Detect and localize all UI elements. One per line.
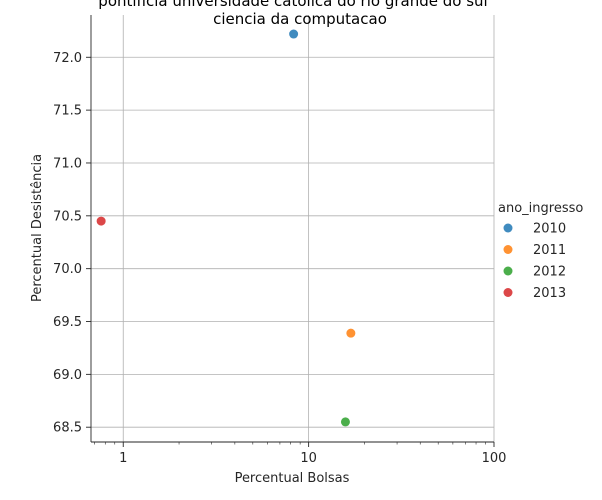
legend: ano_ingresso 2010 2011 2012 2013 (498, 201, 583, 301)
y-tick-label: 68.5 (53, 421, 82, 436)
grid (91, 15, 495, 442)
y-tick-label: 69.5 (53, 315, 82, 330)
legend-label-2012: 2012 (533, 265, 566, 280)
data-points (96, 29, 356, 427)
legend-marker-2011 (503, 245, 513, 254)
y-tick-label: 72.0 (53, 51, 82, 66)
data-point-2012 (340, 417, 350, 427)
x-axis-label: Percentual Bolsas (235, 471, 350, 486)
y-axis-label: Percentual Desistência (30, 154, 45, 302)
y-tick-label: 71.0 (53, 156, 82, 171)
x-ticks: 1 10 100 (94, 442, 507, 466)
data-point-2010 (289, 29, 299, 39)
chart-subtitle: ciencia da computacao (213, 10, 387, 28)
legend-label-2010: 2010 (533, 222, 566, 237)
legend-marker-2013 (503, 288, 513, 297)
x-tick-label: 1 (119, 451, 127, 466)
y-tick-label: 70.5 (53, 209, 82, 224)
y-tick-label: 70.0 (53, 262, 82, 277)
axes (90, 15, 494, 443)
x-tick-label: 100 (482, 451, 507, 466)
y-tick-label: 71.5 (53, 104, 82, 119)
legend-marker-2012 (503, 266, 513, 276)
data-point-2013 (96, 216, 106, 226)
legend-items: 2010 2011 2012 2013 (503, 222, 566, 301)
legend-label-2013: 2013 (533, 286, 566, 301)
data-point-2011 (346, 328, 356, 338)
legend-marker-2010 (503, 223, 513, 233)
y-ticks: 68.5 69.0 69.5 70.0 70.5 71.0 71.5 72.0 (53, 51, 91, 436)
legend-label-2011: 2011 (533, 243, 566, 258)
x-tick-label: 10 (300, 451, 317, 466)
legend-title: ano_ingresso (498, 201, 583, 216)
chart-title: pontificia universidade catolica do rio … (98, 0, 487, 10)
y-tick-label: 69.0 (53, 368, 82, 383)
